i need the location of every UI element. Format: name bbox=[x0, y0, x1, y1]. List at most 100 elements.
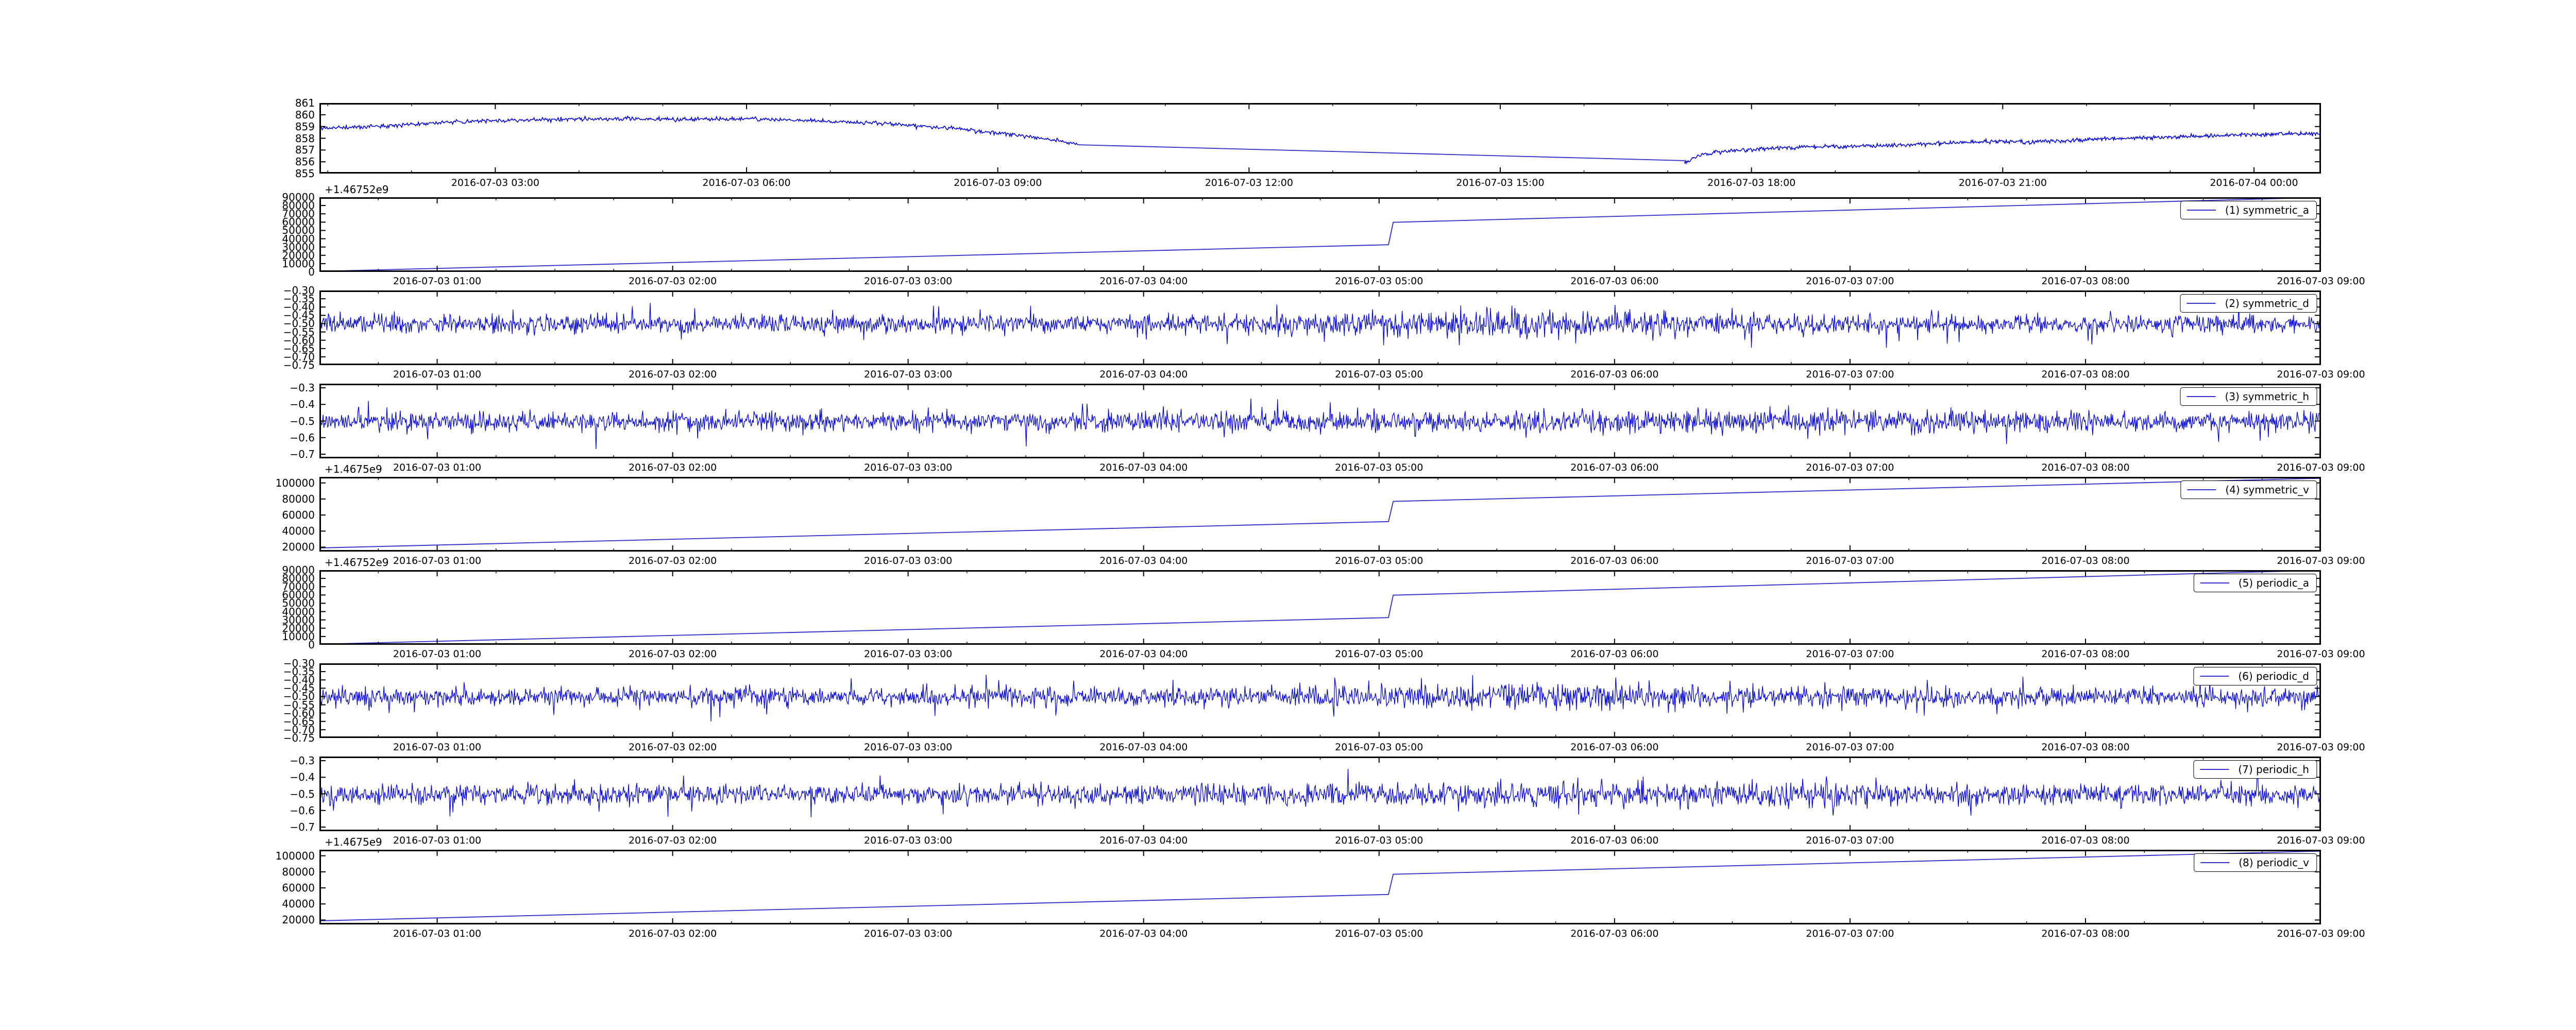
ytick-label-symmetric-v-2: 60000 bbox=[282, 509, 315, 522]
xtick-label-symmetric-d-5: 2016-07-03 06:00 bbox=[1570, 369, 1659, 380]
ytick-label-periodic-h-4: −0.7 bbox=[290, 820, 315, 833]
xtick-label-periodic-d-3: 2016-07-03 04:00 bbox=[1099, 742, 1188, 753]
xtick-label-raw-signal-7: 2016-07-04 00:00 bbox=[2210, 177, 2298, 188]
panel-7-periodic-d bbox=[319, 663, 2321, 738]
legend-symmetric-v: (4) symmetric_v bbox=[2180, 480, 2317, 499]
ytick-label-periodic-a-1: 80000 bbox=[282, 572, 315, 585]
xtick-label-periodic-h-8: 2016-07-03 09:00 bbox=[2277, 835, 2365, 846]
axes-frame bbox=[319, 197, 2321, 272]
xtick-label-symmetric-v-1: 2016-07-03 02:00 bbox=[628, 555, 717, 566]
legend-periodic-a: (5) periodic_a bbox=[2193, 574, 2317, 592]
plot-area-periodic-v bbox=[319, 850, 2321, 924]
ytick-label-periodic-d-2: −0.40 bbox=[283, 674, 315, 686]
xtick-label-symmetric-d-7: 2016-07-03 08:00 bbox=[2041, 369, 2130, 380]
ytick-label-raw-signal-2: 859 bbox=[295, 120, 315, 133]
ytick-label-periodic-a-8: 10000 bbox=[282, 630, 315, 643]
legend-symmetric-a: (1) symmetric_a bbox=[2180, 201, 2317, 219]
xtick-label-symmetric-h-8: 2016-07-03 09:00 bbox=[2277, 462, 2365, 473]
xtick-label-periodic-h-7: 2016-07-03 08:00 bbox=[2041, 835, 2130, 846]
series-line-raw-signal-0 bbox=[319, 115, 1078, 145]
xtick-label-raw-signal-3: 2016-07-03 12:00 bbox=[1205, 177, 1293, 188]
xtick-label-symmetric-a-8: 2016-07-03 09:00 bbox=[2277, 276, 2365, 287]
xtick-label-periodic-v-5: 2016-07-03 06:00 bbox=[1570, 928, 1659, 939]
xtick-label-periodic-v-3: 2016-07-03 04:00 bbox=[1099, 928, 1188, 939]
ytick-label-symmetric-d-6: −0.60 bbox=[283, 334, 315, 347]
xtick-label-periodic-a-8: 2016-07-03 09:00 bbox=[2277, 648, 2365, 660]
ytick-label-symmetric-h-0: −0.3 bbox=[290, 382, 315, 394]
panel-2-symmetric-a bbox=[319, 197, 2321, 272]
legend-periodic-v: (8) periodic_v bbox=[2194, 853, 2317, 872]
xtick-label-symmetric-h-0: 2016-07-03 01:00 bbox=[393, 462, 482, 473]
xtick-label-periodic-a-1: 2016-07-03 02:00 bbox=[628, 648, 717, 660]
ytick-label-symmetric-h-3: −0.6 bbox=[290, 431, 315, 444]
legend-line-sample-icon bbox=[2200, 769, 2229, 770]
xtick-label-symmetric-v-0: 2016-07-03 01:00 bbox=[393, 555, 482, 566]
ytick-label-symmetric-a-7: 20000 bbox=[282, 249, 315, 262]
xtick-label-raw-signal-0: 2016-07-03 03:00 bbox=[451, 177, 539, 188]
xtick-label-symmetric-d-8: 2016-07-03 09:00 bbox=[2277, 369, 2365, 380]
ytick-label-periodic-v-2: 60000 bbox=[282, 882, 315, 895]
xtick-label-symmetric-a-2: 2016-07-03 03:00 bbox=[864, 276, 953, 287]
ytick-label-periodic-a-4: 50000 bbox=[282, 597, 315, 610]
ytick-label-periodic-v-3: 40000 bbox=[282, 898, 315, 911]
plot-area-symmetric-d bbox=[319, 290, 2321, 365]
plot-area-periodic-d bbox=[319, 663, 2321, 738]
xtick-label-periodic-v-8: 2016-07-03 09:00 bbox=[2277, 928, 2365, 939]
xtick-label-periodic-d-2: 2016-07-03 03:00 bbox=[864, 742, 953, 753]
xtick-label-periodic-v-1: 2016-07-03 02:00 bbox=[628, 928, 717, 939]
ytick-label-symmetric-d-5: −0.55 bbox=[283, 325, 315, 338]
ytick-label-symmetric-v-3: 40000 bbox=[282, 525, 315, 538]
xtick-label-raw-signal-4: 2016-07-03 15:00 bbox=[1456, 177, 1545, 188]
xtick-label-symmetric-h-5: 2016-07-03 06:00 bbox=[1570, 462, 1659, 473]
ytick-label-symmetric-v-1: 80000 bbox=[282, 492, 315, 505]
ytick-label-symmetric-a-9: 0 bbox=[308, 266, 315, 278]
xtick-label-periodic-v-4: 2016-07-03 05:00 bbox=[1335, 928, 1423, 939]
xtick-label-symmetric-d-4: 2016-07-03 05:00 bbox=[1335, 369, 1423, 380]
xtick-label-symmetric-h-3: 2016-07-03 04:00 bbox=[1099, 462, 1188, 473]
ytick-label-periodic-a-7: 20000 bbox=[282, 622, 315, 634]
ytick-label-periodic-a-0: 90000 bbox=[282, 564, 315, 576]
series-line-raw-signal-1 bbox=[1077, 144, 1685, 161]
xtick-label-symmetric-a-0: 2016-07-03 01:00 bbox=[393, 276, 482, 287]
ytick-label-raw-signal-3: 858 bbox=[295, 132, 315, 145]
ytick-label-symmetric-h-4: −0.7 bbox=[290, 448, 315, 460]
panel-8-periodic-h bbox=[319, 757, 2321, 831]
xtick-label-raw-signal-5: 2016-07-03 18:00 bbox=[1707, 177, 1796, 188]
ytick-label-periodic-a-3: 60000 bbox=[282, 589, 315, 602]
ytick-label-symmetric-a-2: 70000 bbox=[282, 208, 315, 220]
xtick-label-periodic-v-2: 2016-07-03 03:00 bbox=[864, 928, 953, 939]
panel-3-symmetric-d bbox=[319, 290, 2321, 365]
xtick-label-symmetric-h-4: 2016-07-03 05:00 bbox=[1335, 462, 1423, 473]
xtick-label-symmetric-v-5: 2016-07-03 06:00 bbox=[1570, 555, 1659, 566]
ytick-label-periodic-d-8: −0.70 bbox=[283, 723, 315, 736]
legend-line-sample-icon bbox=[2200, 862, 2230, 863]
xtick-label-symmetric-h-2: 2016-07-03 03:00 bbox=[864, 462, 953, 473]
xtick-label-symmetric-a-4: 2016-07-03 05:00 bbox=[1335, 276, 1423, 287]
ytick-label-raw-signal-4: 857 bbox=[295, 144, 315, 157]
legend-label: (2) symmetric_d bbox=[2225, 297, 2309, 310]
legend-label: (7) periodic_h bbox=[2238, 763, 2309, 776]
y-offset-text-periodic-v: +1.4675e9 bbox=[325, 836, 382, 848]
xtick-label-symmetric-a-7: 2016-07-03 08:00 bbox=[2041, 276, 2130, 287]
xtick-label-periodic-d-6: 2016-07-03 07:00 bbox=[1806, 742, 1894, 753]
xtick-label-periodic-d-1: 2016-07-03 02:00 bbox=[628, 742, 717, 753]
xtick-label-periodic-v-0: 2016-07-03 01:00 bbox=[393, 928, 482, 939]
xtick-label-symmetric-a-5: 2016-07-03 06:00 bbox=[1570, 276, 1659, 287]
xtick-label-periodic-a-7: 2016-07-03 08:00 bbox=[2041, 648, 2130, 660]
axes-frame bbox=[319, 384, 2321, 458]
ytick-label-periodic-a-5: 40000 bbox=[282, 605, 315, 618]
ytick-label-symmetric-d-2: −0.40 bbox=[283, 301, 315, 314]
ytick-label-periodic-d-9: −0.75 bbox=[283, 732, 315, 744]
ytick-label-raw-signal-1: 860 bbox=[295, 108, 315, 121]
legend-label: (4) symmetric_v bbox=[2225, 484, 2309, 496]
xtick-label-periodic-d-7: 2016-07-03 08:00 bbox=[2041, 742, 2130, 753]
xtick-label-periodic-a-2: 2016-07-03 03:00 bbox=[864, 648, 953, 660]
xtick-label-symmetric-v-7: 2016-07-03 08:00 bbox=[2041, 555, 2130, 566]
series-line-symmetric-h-0 bbox=[319, 398, 2321, 449]
ytick-label-periodic-a-2: 70000 bbox=[282, 580, 315, 593]
ytick-label-periodic-h-3: −0.6 bbox=[290, 804, 315, 817]
xtick-label-periodic-v-6: 2016-07-03 07:00 bbox=[1806, 928, 1894, 939]
ytick-label-raw-signal-6: 855 bbox=[295, 167, 315, 180]
xtick-label-symmetric-v-3: 2016-07-03 04:00 bbox=[1099, 555, 1188, 566]
